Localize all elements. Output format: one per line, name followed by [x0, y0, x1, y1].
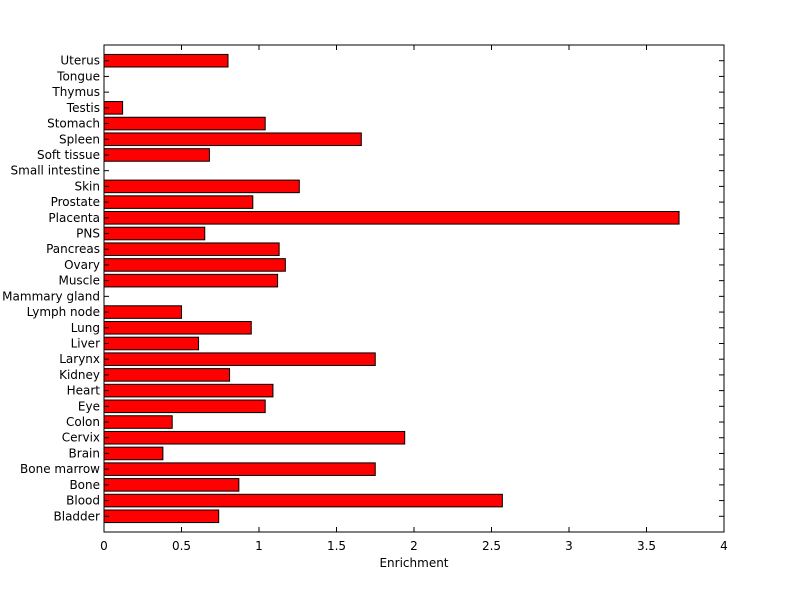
y-tick-label: Lymph node [27, 305, 100, 319]
bar-ovary [103, 258, 286, 272]
bar-heart [103, 383, 274, 398]
bar-liver [103, 336, 200, 351]
x-tick-label: 0.5 [172, 539, 191, 553]
y-tick-label: Kidney [59, 368, 100, 382]
x-ticks-group: 0 0.5 1 1.5 2 2.5 3 3.5 4 [100, 45, 728, 553]
y-tick-label: Larynx [59, 352, 100, 366]
y-tick-label: Soft tissue [37, 148, 100, 162]
y-tick-label: Lung [71, 321, 100, 335]
y-tick-label: Liver [71, 336, 101, 350]
y-tick-label: Stomach [47, 117, 100, 131]
y-tick-label: Bone [69, 478, 100, 492]
y-tick-label: Testis [66, 101, 100, 115]
x-tick-label: 3.5 [637, 539, 656, 553]
bar-larynx [103, 352, 376, 366]
y-tick-label: Thymus [51, 85, 100, 99]
y-tick-label: Placenta [48, 211, 100, 225]
bar-lymph-node [103, 305, 182, 319]
y-tick-label: Prostate [51, 195, 100, 209]
bar-lung [103, 320, 252, 335]
y-tick-label: Uterus [60, 54, 100, 68]
y-tick-label: Bone marrow [20, 462, 100, 476]
bar-uterus [103, 53, 229, 68]
bar-stomach [103, 116, 266, 131]
y-tick-label: Spleen [59, 132, 100, 146]
bar-colon [103, 415, 173, 429]
x-axis-label: Enrichment [379, 556, 448, 570]
bar-pancreas [103, 242, 280, 257]
y-tick-label: Skin [74, 179, 100, 193]
y-tick-label: Brain [69, 446, 100, 460]
x-tick-label: 1.5 [327, 539, 346, 553]
bar-spleen [103, 132, 362, 147]
bar-placenta [103, 211, 680, 225]
x-tick-label: 4 [720, 539, 728, 553]
y-tick-label: Ovary [64, 258, 100, 272]
bars-group [103, 53, 680, 524]
x-tick-label: 1 [255, 539, 263, 553]
bar-soft-tissue [103, 148, 210, 162]
y-tick-label: Small intestine [11, 164, 100, 178]
y-tick-label: Eye [78, 399, 100, 413]
bar-muscle [103, 273, 279, 288]
y-tick-label: Blood [66, 494, 100, 508]
x-tick-label: 2.5 [482, 539, 501, 553]
bar-cervix [103, 430, 406, 445]
bar-bone [103, 478, 240, 492]
bar-skin [103, 179, 300, 194]
bar-prostate [103, 195, 254, 209]
y-tick-label: PNS [76, 227, 100, 241]
bar-blood [103, 493, 503, 508]
bar-pns [103, 226, 206, 241]
y-tick-label: Muscle [58, 274, 100, 288]
bar-brain [103, 446, 164, 461]
y-tick-label: Cervix [62, 431, 100, 445]
x-tick-label: 0 [100, 539, 108, 553]
y-tick-label: Mammary gland [2, 289, 100, 303]
y-tick-label: Pancreas [46, 242, 100, 256]
y-tick-label: Colon [66, 415, 100, 429]
x-tick-label: 3 [565, 539, 573, 553]
y-tick-label: Heart [67, 384, 101, 398]
bar-kidney [103, 368, 231, 382]
bar-eye [103, 399, 266, 414]
bar-bladder [103, 509, 220, 524]
bar-bone-marrow [103, 462, 376, 476]
y-tick-label: Tongue [56, 69, 100, 83]
x-tick-label: 2 [410, 539, 418, 553]
y-tick-label: Bladder [54, 509, 101, 523]
